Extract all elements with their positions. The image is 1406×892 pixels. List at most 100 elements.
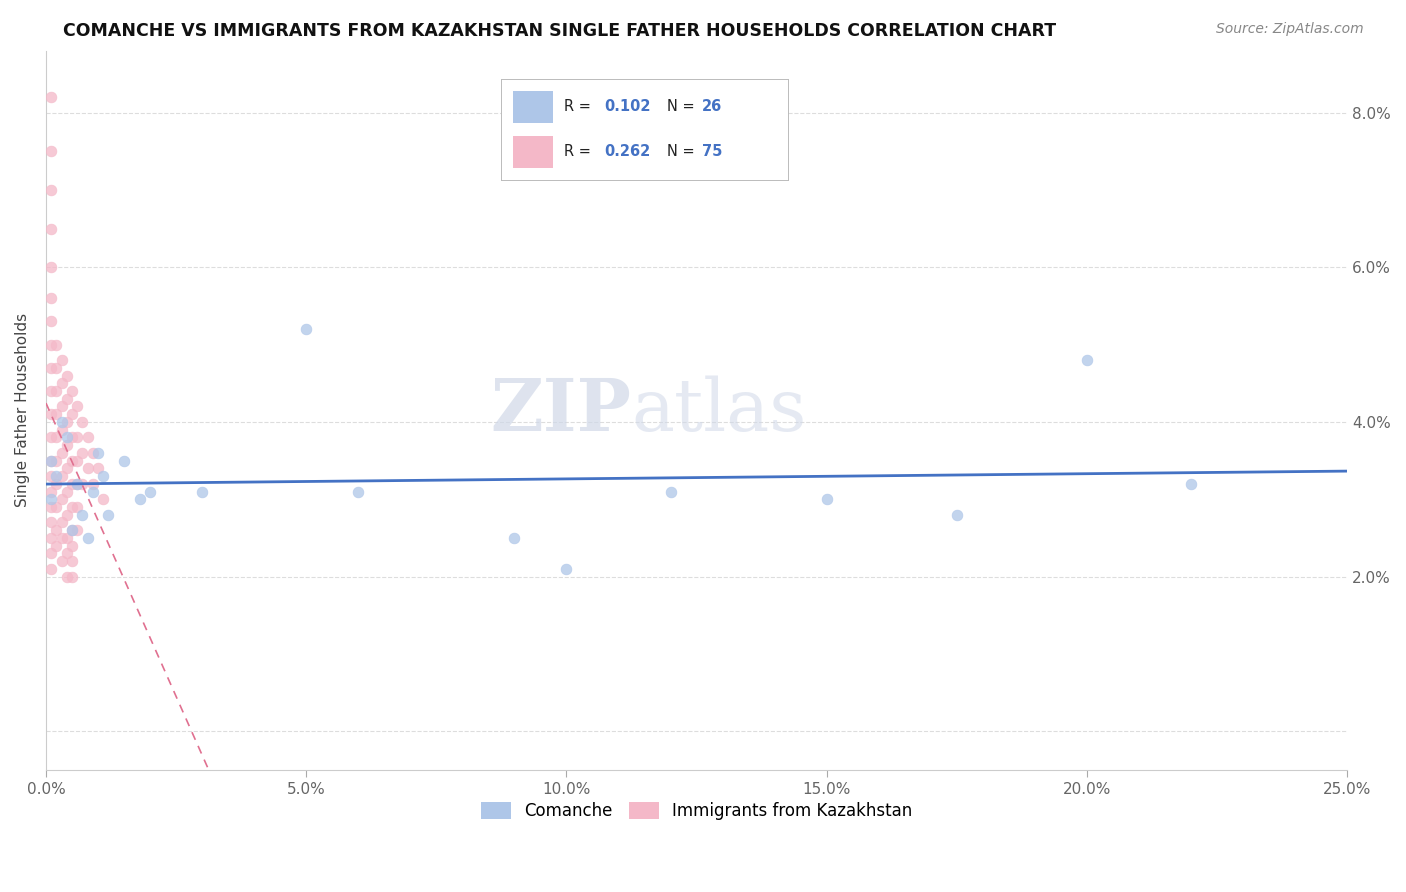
Point [45,360,67,375]
Point [128,492,150,507]
Point [51,353,73,368]
Point [51,376,73,391]
Point [39,484,62,499]
Point [56,531,79,545]
Text: ZIP: ZIP [491,375,631,446]
Point [60,554,83,568]
Point [1180,476,1202,491]
Legend: Comanche, Immigrants from Kazakhstan: Comanche, Immigrants from Kazakhstan [474,795,920,826]
Point [51,446,73,460]
Point [56,438,79,452]
Point [1076,353,1098,368]
Point [87,446,110,460]
Point [39,90,62,104]
Point [72,476,94,491]
Point [39,453,62,467]
Point [39,546,62,560]
Point [51,400,73,414]
Point [60,430,83,444]
Point [45,430,67,444]
Point [39,516,62,530]
Y-axis label: Single Father Households: Single Father Households [15,313,30,508]
Point [82,476,104,491]
Point [66,476,89,491]
Point [45,523,67,537]
Point [66,500,89,514]
Point [87,461,110,475]
Point [191,484,214,499]
Point [60,523,83,537]
Point [91,469,114,483]
Point [45,500,67,514]
Point [347,484,370,499]
Point [45,453,67,467]
Point [51,531,73,545]
Point [66,430,89,444]
Point [39,407,62,421]
Point [51,423,73,437]
Point [60,453,83,467]
Point [66,400,89,414]
Point [503,531,526,545]
Point [51,554,73,568]
Point [66,453,89,467]
Point [659,484,682,499]
Point [39,360,62,375]
Point [51,469,73,483]
Point [39,145,62,159]
Point [56,546,79,560]
Point [56,430,79,444]
Text: COMANCHE VS IMMIGRANTS FROM KAZAKHSTAN SINGLE FATHER HOUSEHOLDS CORRELATION CHAR: COMANCHE VS IMMIGRANTS FROM KAZAKHSTAN S… [63,22,1056,40]
Point [45,407,67,421]
Point [51,415,73,429]
Point [72,415,94,429]
Point [555,562,578,576]
Point [946,508,969,522]
Point [39,384,62,398]
Point [45,539,67,553]
Point [60,569,83,583]
Point [72,508,94,522]
Point [60,500,83,514]
Point [82,446,104,460]
Point [39,430,62,444]
Point [295,322,318,336]
Point [45,384,67,398]
Point [76,461,98,475]
Point [60,384,83,398]
Point [66,523,89,537]
Point [39,453,62,467]
Point [56,508,79,522]
Point [60,476,83,491]
Point [39,337,62,351]
Point [39,314,62,328]
Text: Source: ZipAtlas.com: Source: ZipAtlas.com [1216,22,1364,37]
Point [56,415,79,429]
Point [56,461,79,475]
Point [60,523,83,537]
Point [39,469,62,483]
Text: atlas: atlas [631,375,807,446]
Point [45,469,67,483]
Point [39,500,62,514]
Point [76,430,98,444]
Point [97,508,120,522]
Point [139,484,162,499]
Point [51,516,73,530]
Point [45,476,67,491]
Point [76,531,98,545]
Point [112,453,135,467]
Point [51,492,73,507]
Point [56,368,79,383]
Point [56,484,79,499]
Point [39,291,62,305]
Point [39,531,62,545]
Point [60,407,83,421]
Point [39,492,62,507]
Point [39,183,62,197]
Point [72,446,94,460]
Point [66,476,89,491]
Point [815,492,838,507]
Point [39,260,62,275]
Point [56,569,79,583]
